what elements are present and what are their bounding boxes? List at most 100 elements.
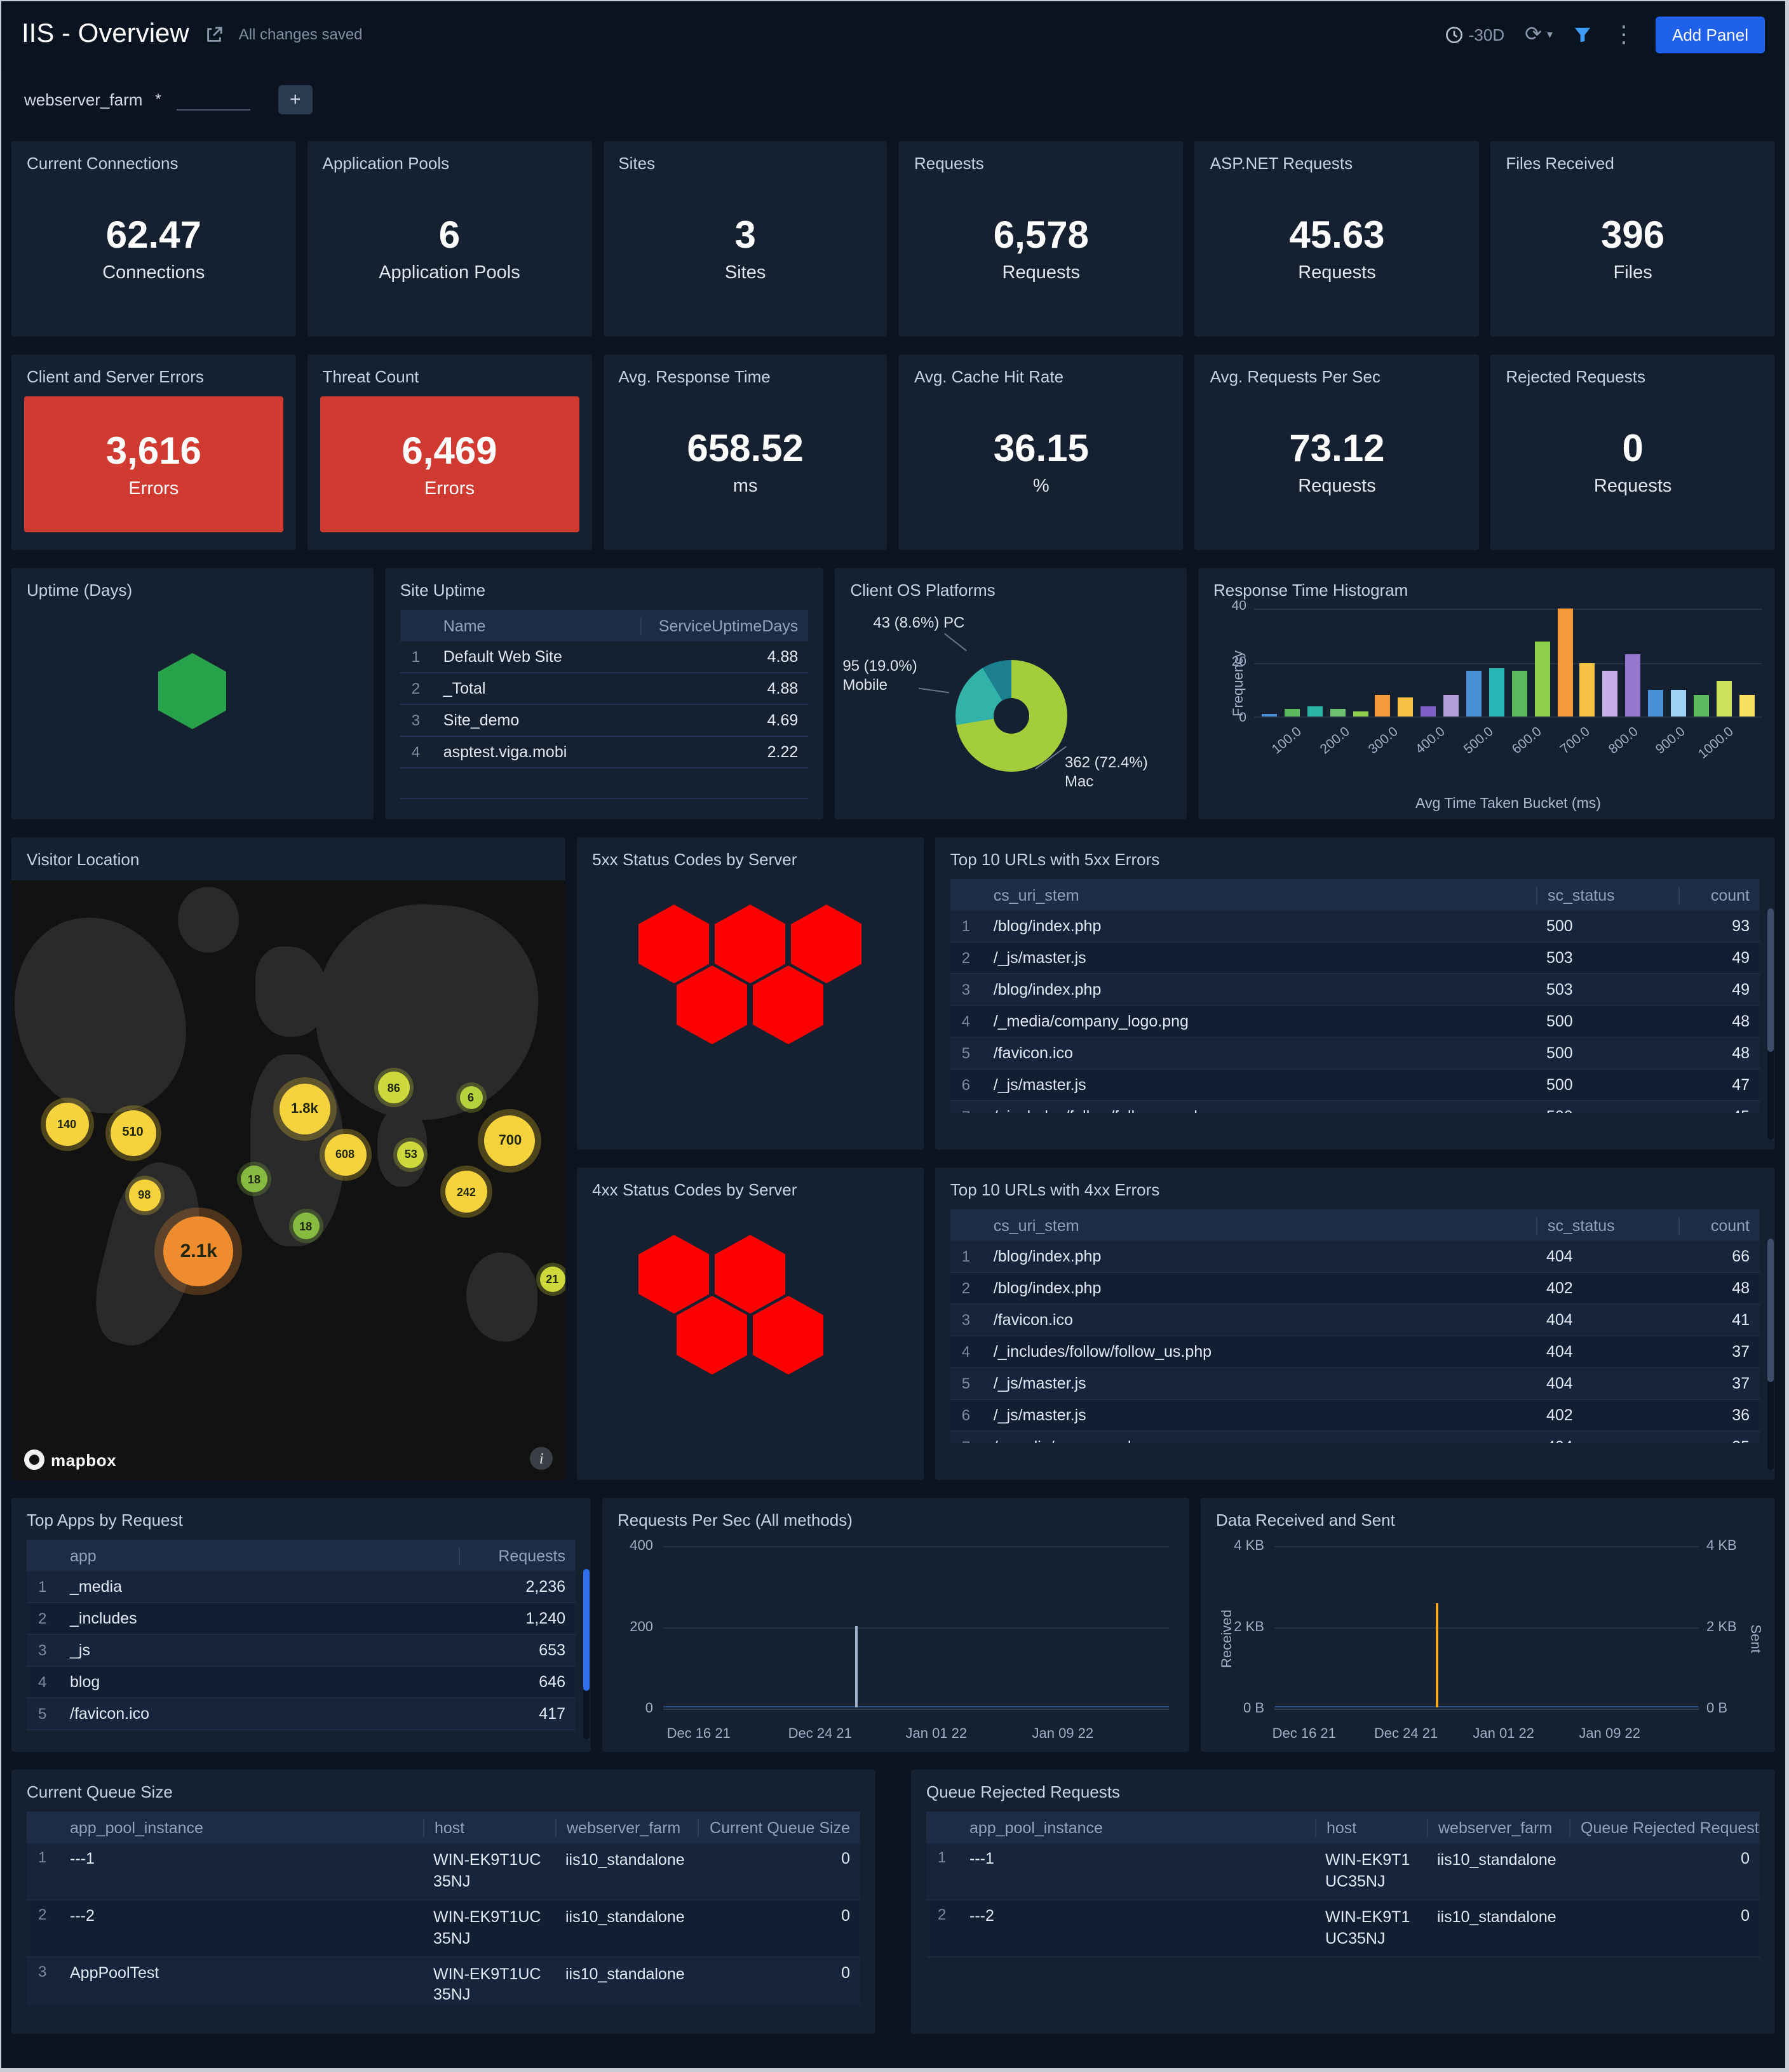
map-bubble[interactable]: 1.8k (279, 1084, 330, 1135)
column-host[interactable]: host (1315, 1819, 1427, 1836)
share-icon[interactable] (205, 25, 224, 44)
column-queue-rejected-requests[interactable]: Queue Rejected Requests (1569, 1819, 1760, 1836)
more-menu-button[interactable]: ⋮ (1612, 22, 1635, 47)
map-bubble[interactable]: 242 (445, 1171, 488, 1213)
table-row[interactable]: 3/favicon.ico 404 41 (950, 1305, 1760, 1336)
filter-value-input[interactable] (176, 88, 250, 111)
scrollbar[interactable] (583, 1569, 590, 1739)
refresh-button[interactable]: ⟳ ▾ (1525, 22, 1553, 47)
mapbox-logo[interactable]: mapbox (24, 1450, 116, 1470)
map-bubble[interactable]: 510 (110, 1110, 156, 1156)
panel-title: Requests Per Sec (All methods) (618, 1510, 853, 1530)
table-row[interactable]: 1 _media 2,236 (27, 1571, 576, 1603)
table-row[interactable]: 7/_includes/follow/follow_us.php50045 (950, 1101, 1760, 1113)
column-app-pool-instance[interactable]: app_pool_instance (969, 1819, 1103, 1836)
table-row[interactable]: 2 _Total 4.88 (400, 673, 809, 705)
client-os-donut-chart[interactable] (955, 660, 1067, 772)
table-row[interactable]: 3 _js 653 (27, 1635, 576, 1667)
table-row[interactable]: 4 blog 646 (27, 1667, 576, 1699)
map-bubble[interactable]: 21 (539, 1266, 565, 1292)
table-row[interactable]: 1 ---1 WIN-EK9T1UC35NJ iis10_standalone 0 (27, 1843, 860, 1900)
site-name-cell: _Total (443, 680, 486, 697)
world-map[interactable]: 140 510 98 2.1k 18 1.8k 608 86 53 18 242 6 700 21 map… (11, 880, 566, 1480)
table-row[interactable]: 4 /_includes/follow/follow_us.php 404 37 (950, 1336, 1760, 1368)
status-hexagon[interactable] (752, 965, 824, 1044)
map-bubble[interactable]: 18 (241, 1166, 267, 1193)
column-app[interactable]: app (70, 1547, 97, 1564)
column-webserver-farm[interactable]: webserver_farm (1427, 1819, 1569, 1836)
column-sc-status[interactable]: sc_status (1536, 886, 1678, 904)
row-number: 7 (950, 1108, 983, 1113)
map-bubble[interactable]: 608 (324, 1133, 367, 1176)
count-cell: 49 (1732, 949, 1750, 967)
stat-value: 6,578 (993, 214, 1089, 256)
table-row[interactable]: 1/blog/index.php 500 93 (950, 911, 1760, 943)
table-row[interactable]: 4 asptest.viga.mobi 2.22 (400, 737, 809, 769)
map-bubble[interactable]: 86 (377, 1072, 410, 1104)
status-hexagon[interactable] (752, 1296, 824, 1375)
histogram-plot[interactable] (1253, 609, 1762, 718)
scrollbar[interactable] (1767, 908, 1774, 1140)
table-row[interactable]: 5 /_js/master.js 404 37 (950, 1368, 1760, 1400)
add-panel-button[interactable]: Add Panel (1656, 16, 1765, 53)
status-hexagon[interactable] (676, 965, 748, 1044)
table-row[interactable]: 2 ---2 WIN-EK9T1UC35NJ iis10_standalone 0 (27, 1900, 860, 1957)
table-row[interactable]: 7/_media/company_logo.png40435 (950, 1432, 1760, 1443)
status-hexagon[interactable] (638, 905, 710, 983)
add-filter-button[interactable]: + (278, 84, 313, 114)
count-cell: 45 (1678, 1107, 1760, 1113)
table-row[interactable]: 5/favicon.ico 500 48 (950, 1038, 1760, 1070)
column-name[interactable]: Name (443, 617, 486, 635)
map-bubble[interactable]: 2.1k (163, 1216, 234, 1286)
table-row[interactable]: 6 /_js/master.js 500 47 (950, 1070, 1760, 1101)
time-range-button[interactable]: -30D (1445, 25, 1504, 44)
status-hexagon[interactable] (790, 905, 862, 983)
column-cs-uri-stem[interactable]: cs_uri_stem (993, 886, 1079, 904)
table-row[interactable]: 3/blog/index.php 503 49 (950, 974, 1760, 1006)
column-current-queue-size[interactable]: Current Queue Size (698, 1819, 860, 1836)
row-number: 6 (961, 1076, 971, 1094)
status-hexagon[interactable] (714, 1235, 786, 1314)
map-bubble[interactable]: 53 (397, 1141, 424, 1168)
donut-label-mac: 362 (72.4%) Mac (1064, 753, 1148, 790)
status-hexagon[interactable] (714, 905, 786, 983)
status-hexagon[interactable] (638, 1235, 710, 1314)
map-info-icon[interactable]: i (530, 1447, 553, 1470)
table-row[interactable]: 3 Site_demo 4.69 (400, 705, 809, 737)
map-bubble[interactable]: 6 (459, 1086, 482, 1109)
column-webserver-farm[interactable]: webserver_farm (555, 1819, 698, 1836)
page-title: IIS - Overview (22, 19, 189, 48)
table-row[interactable]: 2 ---2 WIN-EK9T1UC35NJ iis10_standalone 0 (926, 1900, 1760, 1957)
map-bubble[interactable]: 700 (484, 1115, 536, 1166)
table-row[interactable]: 5/favicon.ico 417 (27, 1699, 576, 1730)
table-row[interactable]: 1 ---1 WIN-EK9T1UC35NJ iis10_standalone 0 (926, 1843, 1760, 1900)
table-row[interactable]: 1 Default Web Site 4.88 (400, 642, 809, 673)
map-bubble[interactable]: 140 (45, 1103, 89, 1147)
histogram-bar (1489, 668, 1504, 716)
data-chart-plot[interactable] (1274, 1546, 1699, 1710)
requests-chart-plot[interactable] (663, 1546, 1169, 1710)
y-tick-label: 40 (1231, 598, 1246, 614)
table-row[interactable]: 2/blog/index.php 402 48 (950, 1273, 1760, 1305)
column-count[interactable]: count (1678, 1216, 1760, 1234)
column-cs-uri-stem[interactable]: cs_uri_stem (993, 1216, 1079, 1234)
table-row[interactable]: 2 _includes 1,240 (27, 1603, 576, 1635)
column-app-pool-instance[interactable]: app_pool_instance (70, 1819, 203, 1836)
column-sc-status[interactable]: sc_status (1536, 1216, 1678, 1234)
scrollbar[interactable] (1767, 1239, 1774, 1470)
uri-cell: /_media/company_logo.png (983, 1437, 1536, 1443)
column-requests[interactable]: Requests (459, 1547, 576, 1564)
map-bubble[interactable]: 18 (292, 1213, 320, 1240)
status-hexagon[interactable] (676, 1296, 748, 1375)
table-row[interactable]: 2 /_js/master.js 503 49 (950, 943, 1760, 974)
map-bubble[interactable]: 98 (128, 1179, 161, 1211)
table-row[interactable]: 6 /_js/master.js 402 36 (950, 1400, 1760, 1432)
uptime-hexagon[interactable] (158, 653, 227, 729)
table-row[interactable]: 4 /_media/company_logo.png 500 48 (950, 1006, 1760, 1038)
filter-button[interactable] (1573, 25, 1592, 44)
column-count[interactable]: count (1678, 886, 1760, 904)
column-host[interactable]: host (423, 1819, 555, 1836)
column-serviceuptimedays[interactable]: ServiceUptimeDays (640, 617, 808, 635)
table-row[interactable]: 1/blog/index.php 404 66 (950, 1241, 1760, 1273)
table-row[interactable]: 3 AppPoolTest WIN-EK9T1UC35NJ iis10_standal… (27, 1957, 860, 2006)
